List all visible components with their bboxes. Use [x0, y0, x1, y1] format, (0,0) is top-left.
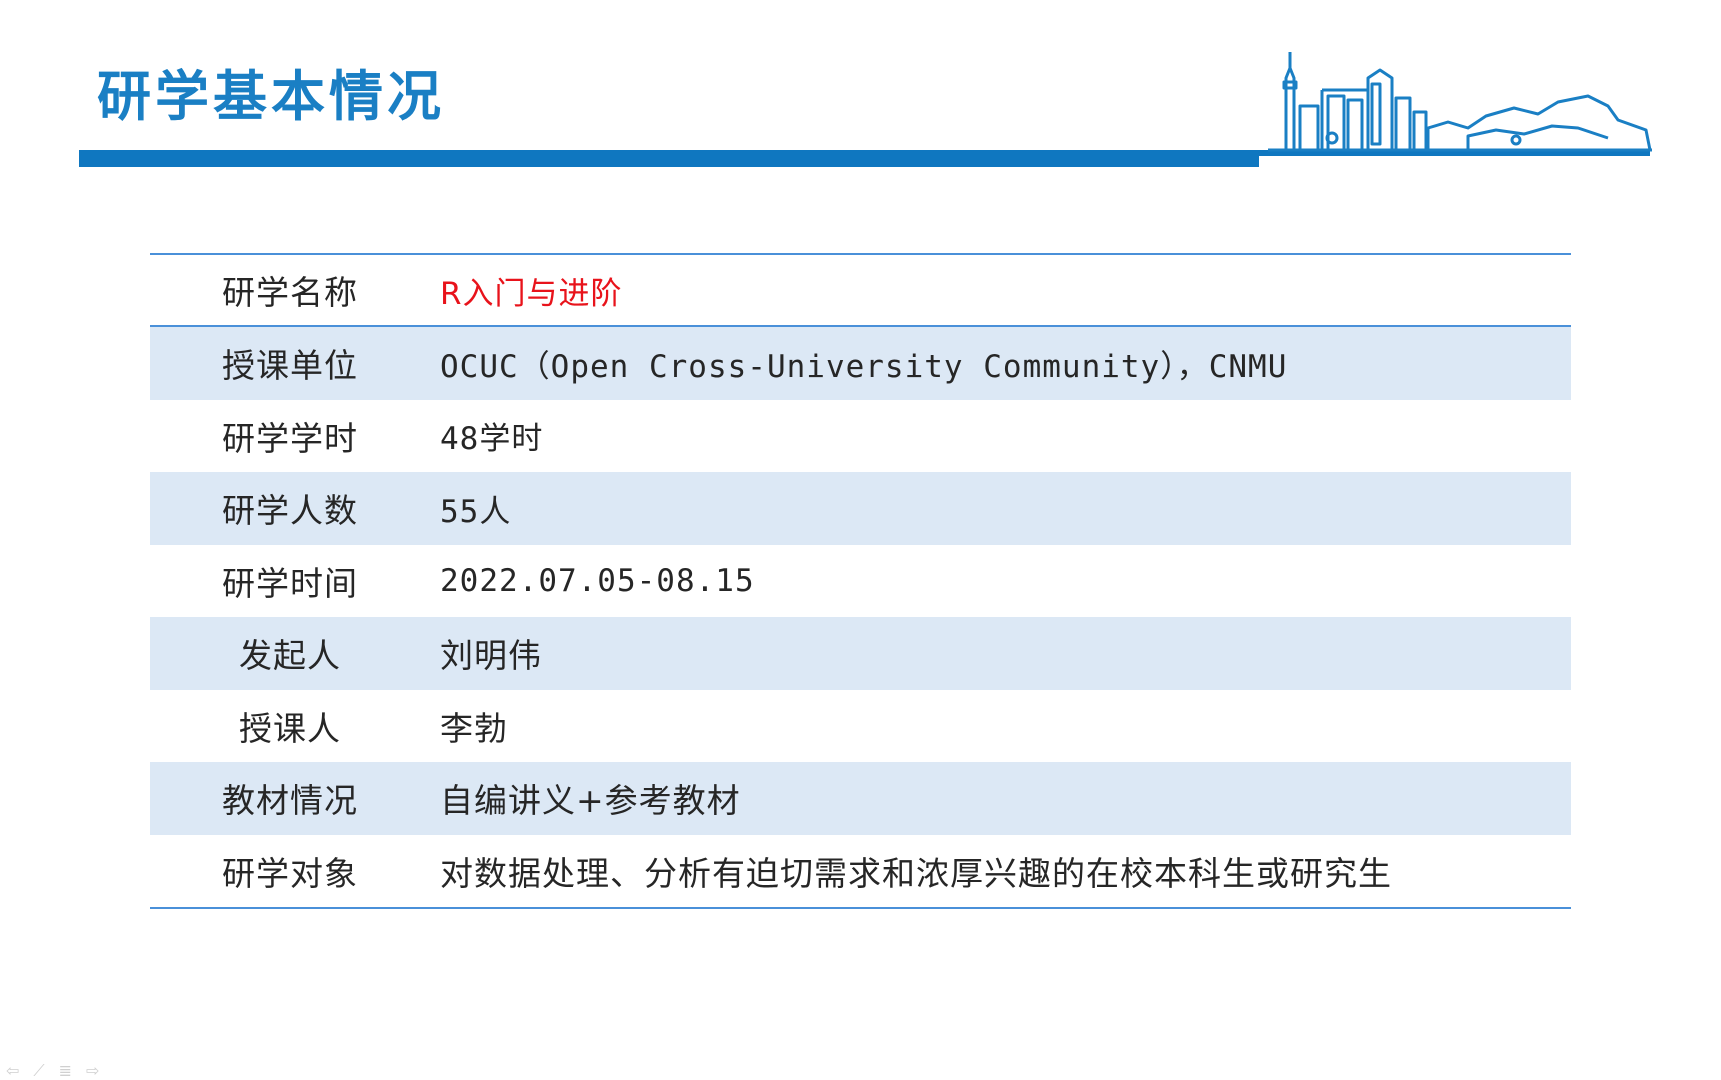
title-underline-bar — [79, 150, 1259, 167]
next-slide-icon[interactable]: ⇨ — [86, 1061, 100, 1080]
row-value: 刘明伟 — [440, 636, 542, 676]
table-row: 研学人数 55人 — [150, 472, 1571, 545]
title-underline-bar-thin — [1255, 150, 1650, 156]
table-row: 发起人 刘明伟 — [150, 617, 1571, 690]
table-row: 授课单位 OCUC（Open Cross-University Communit… — [150, 327, 1571, 400]
row-value: 自编讲义+参考教材 — [440, 781, 741, 821]
row-value: 2022.07.05-08.15 — [440, 562, 755, 599]
row-label: 研学人数 — [222, 491, 358, 531]
slideshow-controls: ⇦ ⟋ ≣ ⇨ — [6, 1063, 99, 1079]
row-label: 研学时间 — [222, 563, 358, 603]
table-row: 研学时间 2022.07.05-08.15 — [150, 545, 1571, 618]
menu-icon[interactable]: ≣ — [58, 1061, 73, 1080]
row-value: R入门与进阶 — [440, 275, 623, 312]
row-value: 对数据处理、分析有迫切需求和浓厚兴趣的在校本科生或研究生 — [440, 853, 1392, 893]
row-label: 发起人 — [239, 636, 341, 676]
table-row: 研学学时 48学时 — [150, 400, 1571, 473]
row-value: 48学时 — [440, 421, 544, 458]
city-skyline-icon — [1268, 52, 1652, 152]
table-row: 教材情况 自编讲义+参考教材 — [150, 762, 1571, 835]
previous-slide-icon[interactable]: ⇦ — [6, 1061, 20, 1080]
info-table: 研学名称 R入门与进阶 授课单位 OCUC（Open Cross-Univers… — [150, 253, 1571, 909]
table-row: 研学对象 对数据处理、分析有迫切需求和浓厚兴趣的在校本科生或研究生 — [150, 835, 1571, 908]
row-value: 55人 — [440, 493, 512, 530]
row-label: 授课人 — [239, 708, 341, 748]
row-label: 研学对象 — [222, 853, 358, 893]
row-label: 教材情况 — [222, 781, 358, 821]
table-row: 研学名称 R入门与进阶 — [150, 255, 1571, 327]
row-value: OCUC（Open Cross-University Community），CN… — [440, 348, 1288, 385]
pen-icon[interactable]: ⟋ — [33, 1061, 45, 1080]
row-value: 李勃 — [440, 708, 508, 748]
slide-title: 研学基本情况 — [97, 65, 445, 128]
row-label: 授课单位 — [222, 346, 358, 386]
row-label: 研学名称 — [222, 273, 358, 312]
row-label: 研学学时 — [222, 418, 358, 458]
table-row: 授课人 李勃 — [150, 690, 1571, 763]
